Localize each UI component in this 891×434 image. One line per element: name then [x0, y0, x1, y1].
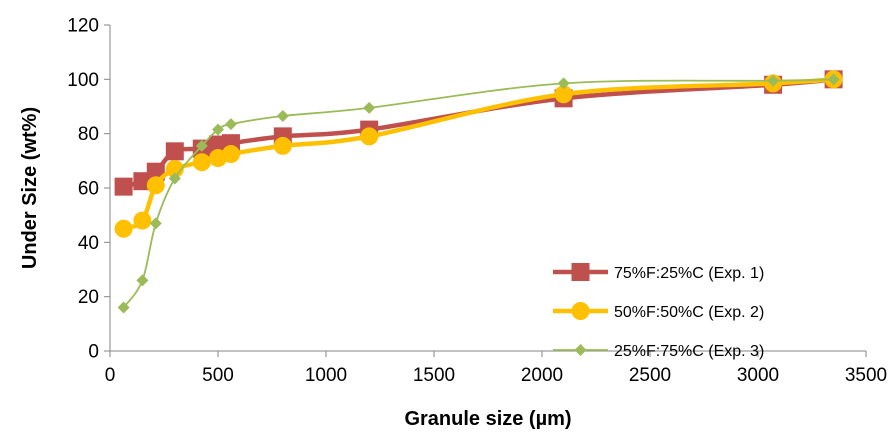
legend-swatch-marker: [571, 263, 590, 281]
data-point: [557, 77, 570, 90]
data-point: [767, 74, 780, 87]
tick-group: 0 20 40 60 80 100 120 0 500 1000 1500 2000 2500 3000 3…: [67, 16, 887, 387]
legend-item: 50%F:50%C (Exp. 2): [553, 302, 764, 321]
series-1: [114, 70, 843, 196]
data-point: [149, 217, 162, 230]
legend-swatch-marker: [571, 302, 590, 320]
legend-item: 75%F:25%C (Exp. 1): [553, 263, 764, 282]
data-point: [114, 219, 133, 238]
data-point: [146, 176, 165, 195]
y-tick-label: 40: [78, 233, 99, 254]
series-group: [114, 70, 843, 314]
data-point: [212, 123, 224, 136]
data-point: [221, 145, 240, 164]
y-axis-title: Under Size (wt%): [19, 107, 41, 269]
x-tick-label: 3500: [845, 365, 887, 386]
data-point: [114, 177, 133, 196]
legend-label: 75%F:25%C (Exp. 1): [614, 265, 764, 282]
data-point: [146, 162, 165, 181]
legend: 75%F:25%C (Exp. 1) 50%F:50%C (Exp. 2) 25%F…: [553, 263, 764, 360]
x-tick-label: 3000: [737, 365, 779, 386]
data-point: [276, 110, 289, 123]
legend-label: 50%F:50%C (Exp. 2): [614, 304, 764, 321]
x-tick-label: 1500: [413, 365, 455, 386]
data-point: [554, 85, 573, 104]
y-tick-label: 20: [78, 287, 99, 308]
y-tick-label: 100: [67, 70, 99, 91]
data-point: [195, 139, 208, 152]
x-axis-title: Granule size (µm): [404, 408, 571, 430]
x-tick-label: 0: [105, 365, 116, 386]
data-point: [117, 301, 130, 314]
data-point: [133, 211, 152, 230]
x-tick-label: 500: [202, 365, 234, 386]
y-tick-label: 80: [78, 124, 99, 145]
data-point: [165, 142, 184, 161]
x-tick-label: 2000: [521, 365, 563, 386]
data-point: [224, 118, 237, 131]
x-tick-label: 2500: [629, 365, 671, 386]
axes: [109, 25, 866, 352]
data-point: [165, 159, 184, 178]
legend-swatch-marker: [574, 344, 587, 356]
y-tick-label: 0: [88, 342, 99, 363]
series-2: [114, 70, 843, 238]
legend-item: 25%F:75%C (Exp. 3): [553, 343, 764, 360]
data-point: [273, 136, 292, 155]
data-point: [827, 73, 840, 86]
data-point: [192, 153, 211, 172]
data-point: [136, 274, 149, 287]
data-point: [168, 172, 181, 185]
series-line: [122, 77, 834, 189]
y-tick-label: 120: [67, 16, 99, 37]
data-point: [363, 101, 376, 114]
y-tick-label: 60: [78, 179, 99, 200]
series-3: [117, 73, 840, 314]
x-tick-label: 1000: [305, 365, 347, 386]
legend-label: 25%F:75%C (Exp. 3): [614, 343, 764, 360]
data-point: [360, 127, 379, 146]
